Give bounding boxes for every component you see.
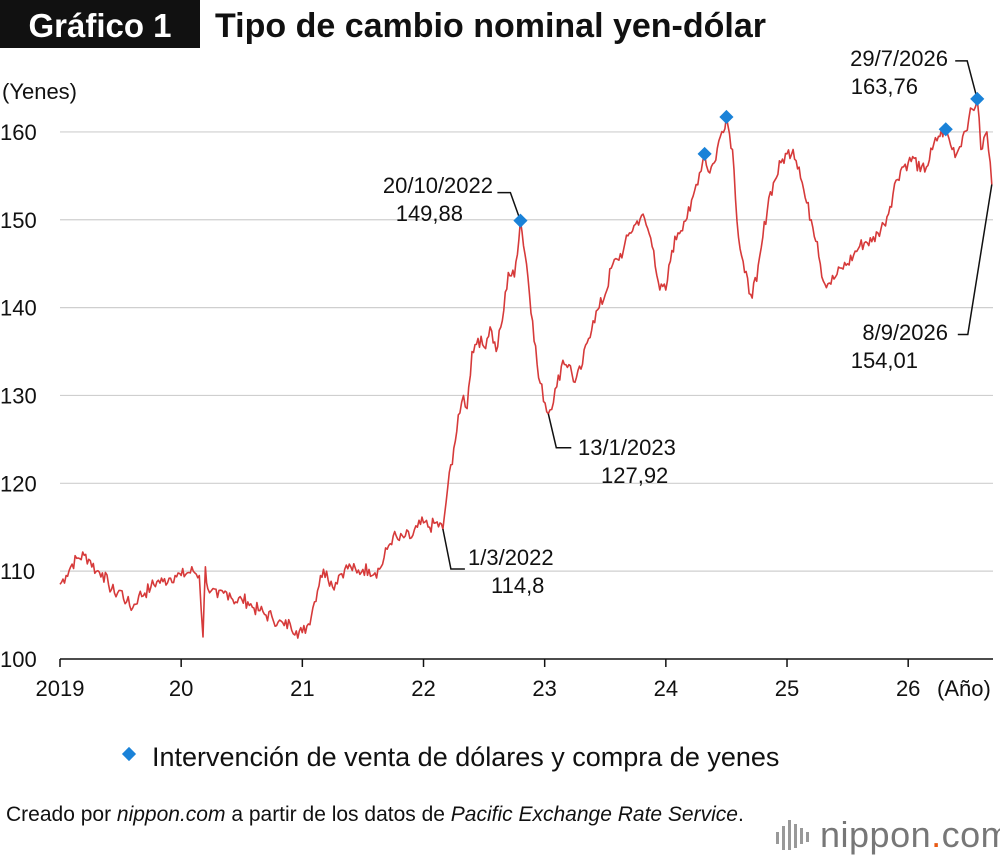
brand-logo: nippon.com: [776, 814, 1000, 856]
legend-marker: [121, 746, 137, 762]
annotation-value: 149,88: [396, 201, 463, 226]
y-tick-label: 110: [0, 559, 35, 584]
annotation-value: 114,8: [491, 573, 544, 598]
annotation-leader: [497, 191, 522, 221]
intervention-marker: [938, 122, 953, 137]
annotation-leader: [442, 528, 465, 570]
exchange-rate-line: [59, 98, 993, 639]
x-tick-label: 20: [169, 676, 193, 701]
y-tick-label: 130: [0, 383, 37, 408]
footer-source-name: Pacific Exchange Rate Service: [450, 803, 738, 826]
annotation-date: 8/9/2026: [862, 320, 948, 345]
footer-suffix: .: [737, 803, 744, 826]
chart-title: Tipo de cambio nominal yen-dólar: [215, 7, 766, 45]
y-tick-label: 100: [0, 647, 37, 672]
badge: Gráfico 1: [28, 7, 171, 44]
brand-bars-icon: [776, 820, 809, 850]
x-tick-label: 21: [290, 676, 314, 701]
footer-prefix: Creado por: [6, 803, 117, 826]
x-axis-label: (Año): [937, 676, 991, 701]
annotations: 1/3/2022 114,8 20/10/2022 149,88 13/1/2023 12…: [383, 46, 993, 598]
intervention-marker: [970, 91, 985, 106]
annotation-date: 13/1/2023: [578, 435, 676, 460]
x-tick-label: 23: [532, 676, 556, 701]
annotation-leader: [547, 413, 572, 449]
annotation-leader: [955, 60, 978, 100]
intervention-marker: [513, 213, 528, 228]
x-tick-label: 26: [896, 676, 920, 701]
legend-label: Intervención de venta de dólares y compr…: [152, 742, 779, 772]
intervention-marker: [719, 109, 734, 125]
annotation-date: 29/7/2026: [850, 46, 948, 71]
badge-background: [0, 0, 200, 48]
x-tick-label: 2019: [36, 676, 85, 701]
y-tick-label: 160: [0, 120, 37, 145]
intervention-markers: [513, 91, 985, 228]
annotation-value: 127,92: [601, 463, 668, 488]
footer-site: nippon.com: [116, 803, 226, 826]
intervention-marker: [697, 146, 712, 161]
x-ticks: 2019 20 21 22 23 24 25 26: [36, 659, 920, 701]
x-tick-label: 25: [775, 676, 799, 701]
x-tick-label: 24: [654, 676, 678, 701]
x-tick-label: 22: [411, 676, 435, 701]
annotation-date: 20/10/2022: [383, 173, 493, 198]
y-axis-label: (Yenes): [2, 79, 77, 104]
footer-source: Creado por nippon.com a partir de los da…: [6, 800, 766, 829]
annotation-date: 1/3/2022: [468, 545, 554, 570]
annotation-leader: [957, 184, 993, 336]
annotation-value: 154,01: [851, 348, 918, 373]
annotation-value: 163,76: [851, 74, 918, 99]
y-tick-label: 150: [0, 208, 37, 233]
footer-middle: a partir de los datos de: [225, 803, 451, 826]
brand-name: nippon.com: [820, 814, 1000, 855]
y-tick-label: 120: [0, 471, 37, 496]
y-ticks: 100 110 120 130 140 150 160: [0, 120, 37, 672]
y-tick-label: 140: [0, 296, 37, 321]
